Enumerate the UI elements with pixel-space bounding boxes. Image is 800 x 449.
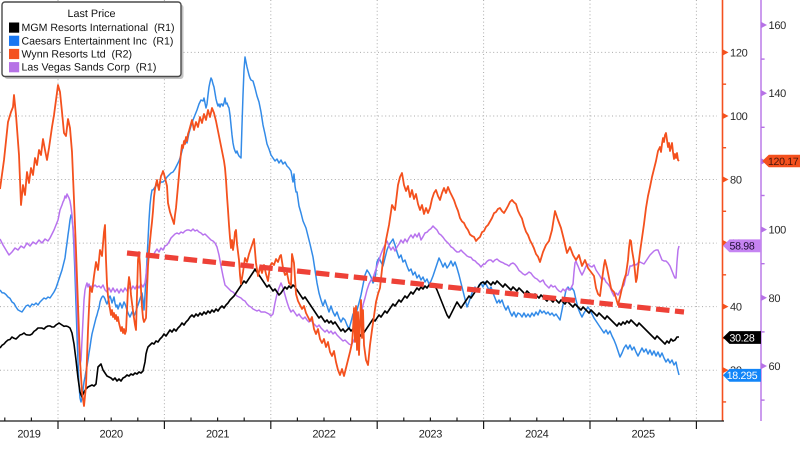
svg-text:18.295: 18.295 bbox=[727, 370, 758, 382]
svg-text:2021: 2021 bbox=[206, 429, 229, 441]
svg-text:2023: 2023 bbox=[419, 429, 442, 441]
svg-text:2019: 2019 bbox=[17, 429, 40, 441]
svg-text:120.17: 120.17 bbox=[768, 156, 799, 168]
svg-text:140: 140 bbox=[769, 88, 787, 100]
svg-text:80: 80 bbox=[730, 175, 742, 187]
svg-text:2022: 2022 bbox=[312, 429, 335, 441]
svg-text:40: 40 bbox=[730, 302, 742, 314]
svg-text:120: 120 bbox=[730, 47, 748, 59]
svg-text:Caesars Entertainment Inc (R1: Caesars Entertainment Inc (R1) bbox=[22, 35, 174, 47]
svg-text:Las Vegas Sands Corp (R1): Las Vegas Sands Corp (R1) bbox=[22, 62, 157, 74]
svg-text:MGM Resorts International (R1: MGM Resorts International (R1) bbox=[22, 22, 175, 34]
svg-text:Last Price: Last Price bbox=[67, 8, 115, 20]
svg-text:100: 100 bbox=[730, 111, 748, 123]
svg-text:30.28: 30.28 bbox=[729, 332, 754, 344]
svg-text:Wynn Resorts Ltd (R2): Wynn Resorts Ltd (R2) bbox=[22, 49, 133, 61]
svg-text:80: 80 bbox=[769, 293, 781, 305]
svg-text:2025: 2025 bbox=[632, 429, 655, 441]
svg-text:60: 60 bbox=[769, 361, 781, 373]
svg-text:100: 100 bbox=[769, 225, 787, 237]
svg-text:160: 160 bbox=[769, 20, 787, 32]
svg-text:2024: 2024 bbox=[525, 429, 548, 441]
svg-text:2020: 2020 bbox=[100, 429, 123, 441]
svg-text:58.98: 58.98 bbox=[729, 241, 754, 253]
